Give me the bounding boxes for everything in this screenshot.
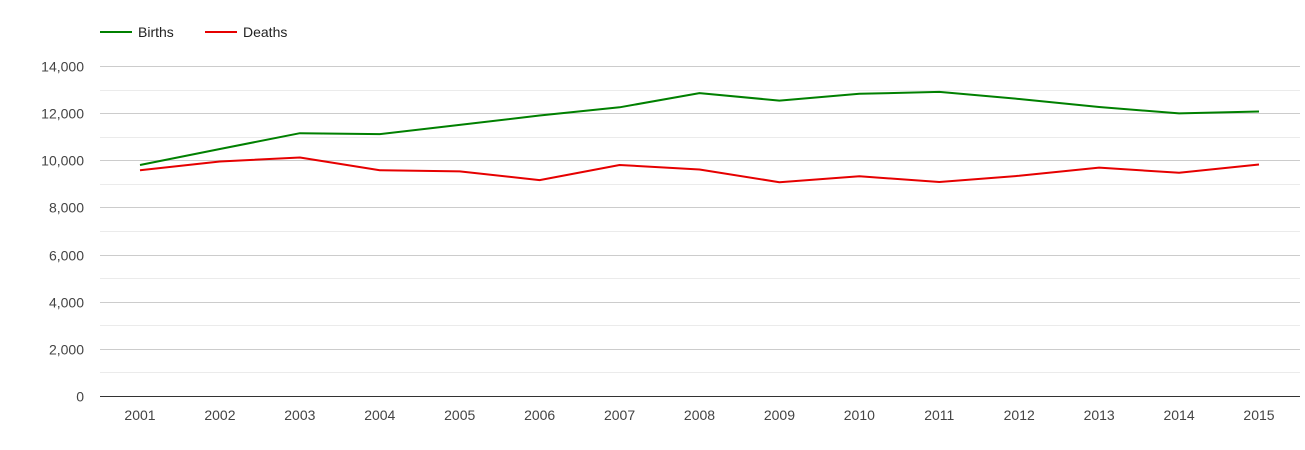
x-tick-label: 2012 xyxy=(1004,407,1035,423)
x-tick-label: 2008 xyxy=(684,407,715,423)
y-tick-label: 8,000 xyxy=(49,200,84,216)
x-tick-label: 2006 xyxy=(524,407,555,423)
y-tick-label: 10,000 xyxy=(41,153,84,169)
y-tick-label: 2,000 xyxy=(49,342,84,358)
legend-label: Deaths xyxy=(243,24,287,40)
x-tick-label: 2002 xyxy=(204,407,235,423)
x-tick-label: 2003 xyxy=(284,407,315,423)
x-tick-label: 2004 xyxy=(364,407,395,423)
x-tick-label: 2010 xyxy=(844,407,875,423)
y-tick-label: 12,000 xyxy=(41,106,84,122)
legend-label: Births xyxy=(138,24,174,40)
x-tick-label: 2005 xyxy=(444,407,475,423)
legend-item-deaths: Deaths xyxy=(205,24,287,40)
x-tick-label: 2001 xyxy=(124,407,155,423)
x-tick-label: 2007 xyxy=(604,407,635,423)
y-tick-label: 6,000 xyxy=(49,248,84,264)
x-tick-label: 2011 xyxy=(924,407,954,423)
x-axis: 2001 2002 2003 2004 2005 2006 2007 2008 2009 2010… xyxy=(100,396,1300,423)
legend: Births Deaths xyxy=(100,24,287,40)
x-tick-label: 2014 xyxy=(1163,407,1194,423)
y-tick-label: 4,000 xyxy=(49,295,84,311)
x-tick-label: 2013 xyxy=(1084,407,1115,423)
y-axis: 0 2,000 4,000 6,000 8,000 10,000 12,000 14,000 xyxy=(41,59,84,405)
gridlines xyxy=(100,66,1300,373)
legend-item-births: Births xyxy=(100,24,174,40)
series-lines xyxy=(139,90,1260,184)
y-tick-label: 14,000 xyxy=(41,59,84,75)
series-line-deaths xyxy=(139,156,1260,184)
x-tick-label: 2009 xyxy=(764,407,795,423)
series-line-births xyxy=(139,90,1260,166)
y-tick-label: 0 xyxy=(76,389,84,405)
x-tick-label: 2015 xyxy=(1243,407,1274,423)
